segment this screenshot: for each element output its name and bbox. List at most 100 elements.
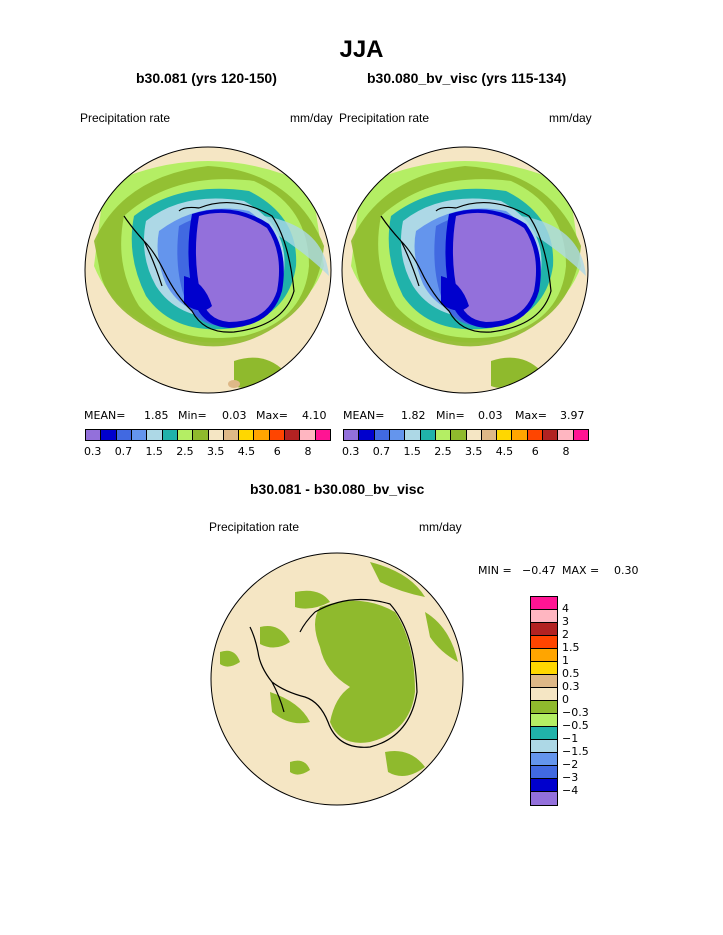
diff-colorbar-tick-label: −3 [562, 771, 579, 784]
right-colorbar-tick-label: 6 [531, 445, 539, 458]
left-panel-subtitle: b30.081 (yrs 120-150) [136, 70, 277, 86]
left-colorbar-swatch [116, 430, 132, 440]
diff-colorbar-tick-label: 2 [562, 628, 569, 641]
left-colorbar-swatch [86, 430, 102, 440]
left-precip-map [84, 146, 332, 394]
diff-variable-label: Precipitation rate [209, 520, 300, 534]
left-units-label: mm/day [290, 111, 333, 125]
left-mean-value: 1.85 [144, 409, 169, 422]
diff-colorbar-tick-label: −4 [562, 784, 579, 797]
right-colorbar-tick-label: 4.5 [495, 445, 514, 458]
diff-colorbar-swatch [531, 740, 557, 753]
right-colorbar-swatch [344, 430, 360, 440]
diff-colorbar-tick-label: 1 [562, 654, 569, 667]
left-colorbar-tick-label: 0.3 [83, 445, 102, 458]
diff-colorbar-tick-label: 0.5 [562, 667, 580, 680]
diff-colorbar-swatch [531, 779, 557, 792]
diff-colorbar-tick-label: −2 [562, 758, 579, 771]
right-colorbar-swatch [558, 430, 574, 440]
left-variable-label: Precipitation rate [80, 111, 171, 125]
right-colorbar-swatch [389, 430, 406, 440]
diff-colorbar-swatch [531, 753, 557, 766]
left-mean-label: MEAN= [84, 409, 126, 422]
diff-colorbar-swatch [531, 714, 557, 727]
left-colorbar-swatch [131, 430, 148, 440]
right-max-value: 3.97 [560, 409, 585, 422]
diff-panel-subtitle: b30.081 - b30.080_bv_visc [250, 481, 425, 497]
left-colorbar-swatch [177, 430, 194, 440]
diff-colorbar [530, 596, 558, 806]
right-colorbar-swatch [527, 430, 544, 440]
diff-colorbar-tick-label: −1.5 [562, 745, 589, 758]
left-colorbar [85, 429, 331, 441]
right-colorbar [343, 429, 589, 441]
left-max-label: Max= [256, 409, 288, 422]
diff-colorbar-swatch [531, 701, 557, 714]
right-colorbar-swatch [573, 430, 588, 440]
diff-colorbar-tick-label: 0 [562, 693, 569, 706]
left-colorbar-swatch [300, 430, 316, 440]
left-colorbar-tick-label: 0.7 [114, 445, 133, 458]
diff-max-value: 0.30 [614, 564, 639, 577]
right-variable-label: Precipitation rate [339, 111, 430, 125]
right-colorbar-tick-label: 3.5 [464, 445, 483, 458]
right-min-label: Min= [436, 409, 465, 422]
diff-colorbar-tick-label: 3 [562, 615, 569, 628]
left-colorbar-swatch [208, 430, 224, 440]
right-min-value: 0.03 [478, 409, 503, 422]
right-colorbar-swatch [497, 430, 513, 440]
left-colorbar-swatch [285, 430, 301, 440]
diff-colorbar-swatch [531, 636, 557, 649]
left-colorbar-tick-label: 3.5 [206, 445, 225, 458]
right-colorbar-swatch [435, 430, 452, 440]
right-colorbar-tick-label: 0.7 [372, 445, 391, 458]
right-panel-subtitle: b30.080_bv_visc (yrs 115-134) [367, 70, 567, 86]
right-precip-map [341, 146, 589, 394]
left-colorbar-swatch [254, 430, 270, 440]
left-colorbar-swatch [239, 430, 255, 440]
diff-colorbar-tick-label: 1.5 [562, 641, 580, 654]
left-colorbar-swatch [315, 430, 330, 440]
difference-map [210, 552, 464, 806]
right-colorbar-swatch [512, 430, 528, 440]
right-colorbar-tick-label: 2.5 [434, 445, 452, 458]
left-max-value: 4.10 [302, 409, 327, 422]
diff-colorbar-swatch [531, 649, 557, 662]
right-colorbar-swatch [481, 430, 498, 440]
figure-title: JJA [339, 36, 384, 63]
right-mean-label: MEAN= [343, 409, 385, 422]
diff-colorbar-swatch [531, 675, 557, 688]
right-colorbar-tick-label: 8 [562, 445, 570, 458]
right-colorbar-swatch [466, 430, 482, 440]
diff-colorbar-swatch [531, 597, 557, 610]
left-colorbar-swatch [147, 430, 163, 440]
right-colorbar-swatch [359, 430, 375, 440]
diff-colorbar-swatch [531, 623, 557, 636]
right-colorbar-swatch [420, 430, 436, 440]
right-max-label: Max= [515, 409, 547, 422]
diff-max-label: MAX = [562, 564, 600, 577]
diff-colorbar-tick-label: −0.5 [562, 719, 589, 732]
left-colorbar-tick-label: 1.5 [145, 445, 163, 458]
left-colorbar-tick-label: 6 [273, 445, 281, 458]
right-units-label: mm/day [549, 111, 592, 125]
right-colorbar-swatch [451, 430, 467, 440]
diff-colorbar-swatch [531, 610, 557, 623]
diff-colorbar-tick-label: −0.3 [562, 706, 589, 719]
right-colorbar-tick-label: 1.5 [403, 445, 421, 458]
diff-min-label: MIN = [478, 564, 512, 577]
diff-colorbar-tick-label: −1 [562, 732, 579, 745]
left-min-label: Min= [178, 409, 207, 422]
diff-colorbar-swatch [531, 688, 557, 701]
left-colorbar-swatch [162, 430, 178, 440]
right-mean-value: 1.82 [401, 409, 426, 422]
left-colorbar-swatch [193, 430, 209, 440]
diff-units-label: mm/day [419, 520, 462, 534]
left-colorbar-tick-label: 2.5 [176, 445, 194, 458]
left-colorbar-tick-label: 4.5 [237, 445, 256, 458]
diff-colorbar-swatch [531, 792, 557, 805]
left-min-value: 0.03 [222, 409, 247, 422]
left-colorbar-swatch [269, 430, 286, 440]
left-colorbar-tick-label: 8 [304, 445, 312, 458]
diff-colorbar-swatch [531, 727, 557, 740]
